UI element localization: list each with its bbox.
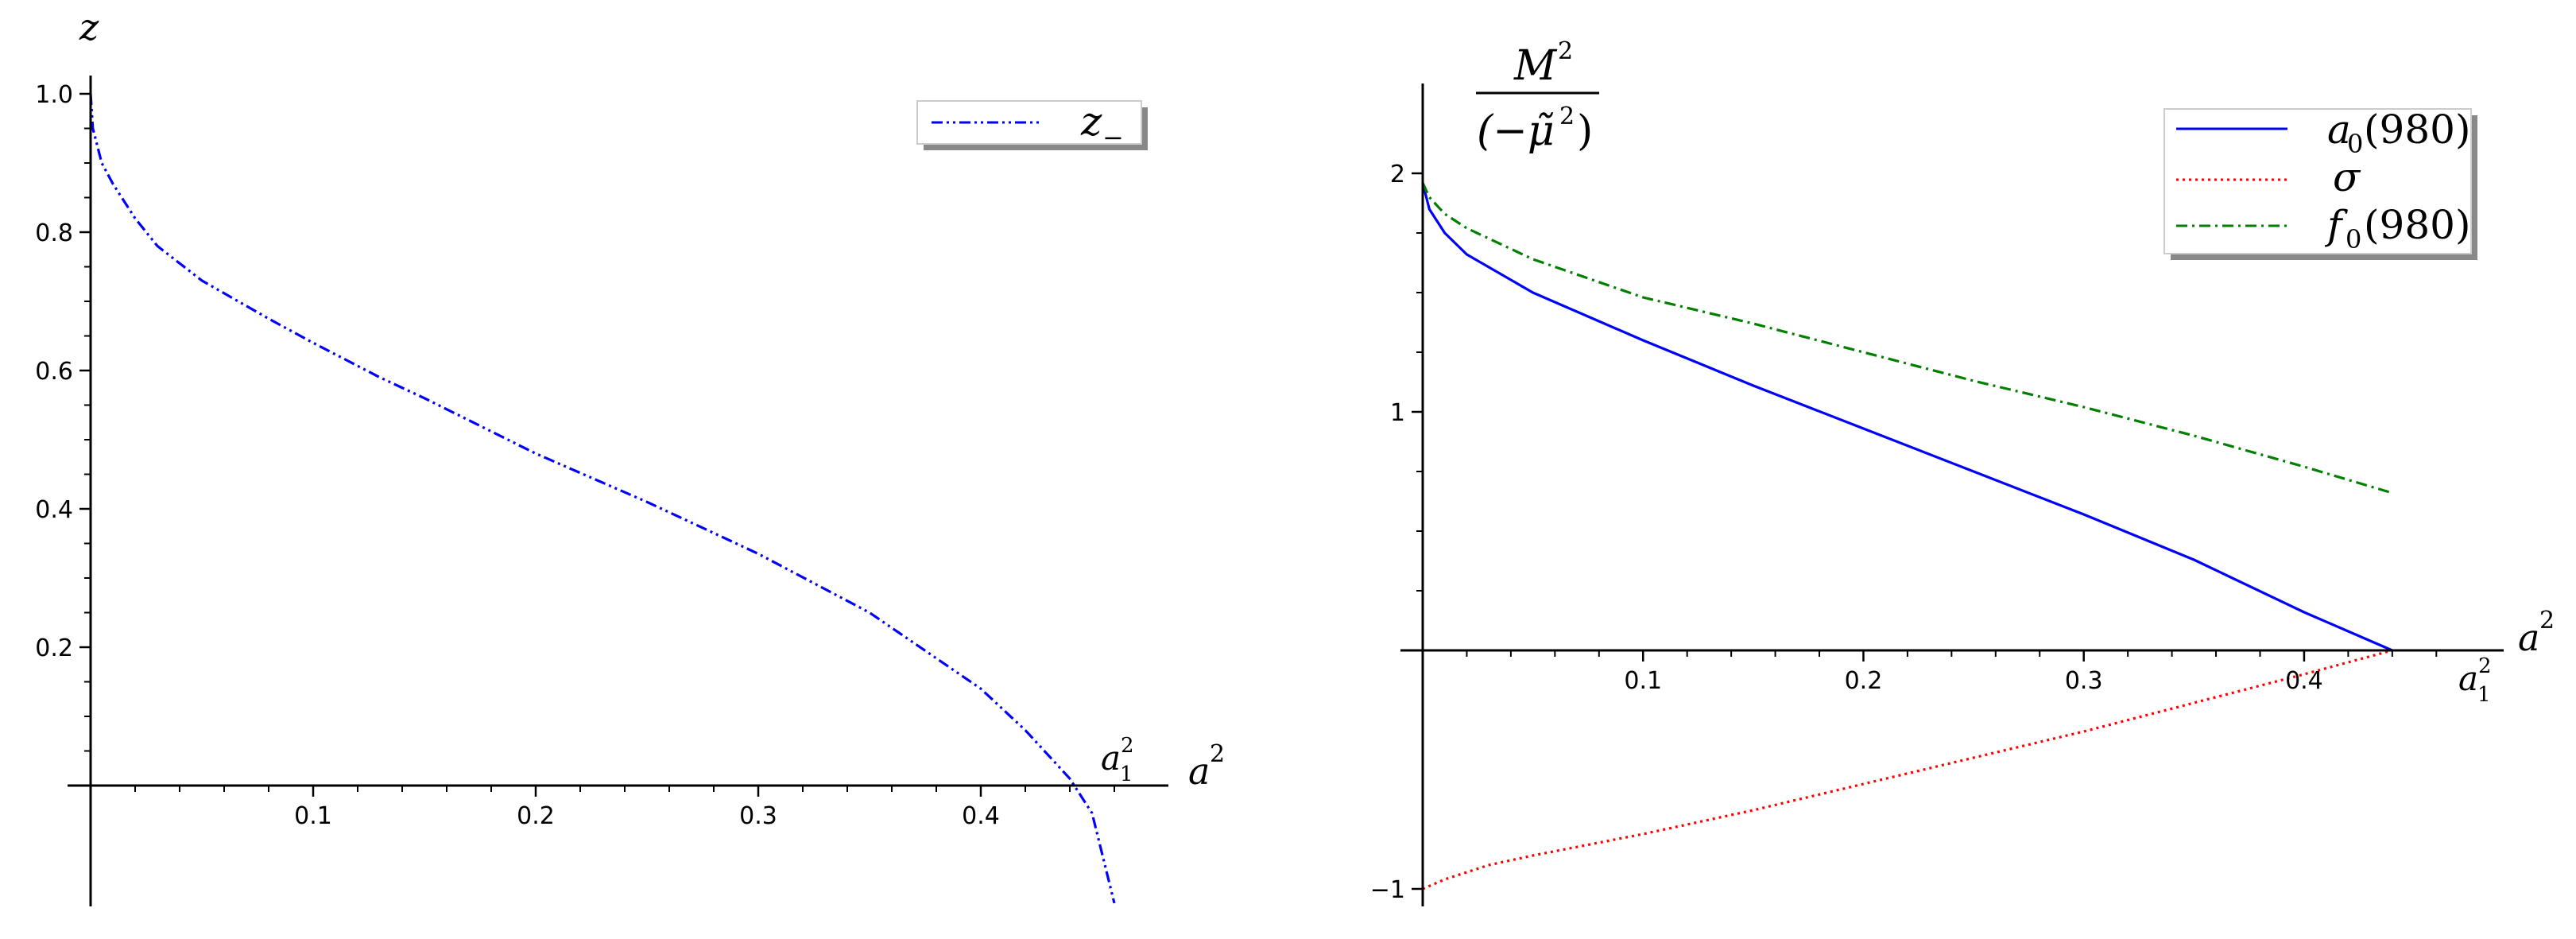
left-annotation-base: a: [1101, 739, 1121, 778]
left-legend-label-z: z: [1080, 99, 1102, 145]
x-tick-label: 0.3: [739, 802, 777, 830]
right-y-label-denominator-sup: 2: [1559, 103, 1575, 130]
x-tick-label: 0.2: [517, 802, 555, 830]
x-tick-label: 0.2: [1845, 667, 1883, 695]
right-y-label-denominator: (−μ̃: [1477, 107, 1555, 155]
y-tick-label: 0.6: [35, 358, 73, 386]
right-legend-label-a-tail: (980): [2364, 107, 2470, 153]
y-tick-label: 2: [1390, 161, 1405, 188]
right-y-label-numerator-sup: 2: [1558, 37, 1573, 65]
left-x-axis-label: a 2: [1188, 740, 1225, 793]
right-x-axis-label-sup: 2: [2539, 607, 2555, 634]
left-legend: z −: [916, 99, 1148, 153]
left-axes-layer: 0.1 0.2 0.3 0.4 0.2 0.4 0.6 0.8 1.0: [35, 76, 1168, 906]
right-annotation-sup: 2: [2478, 654, 2492, 678]
right-annotation-base: a: [2458, 659, 2478, 698]
x-tick-label: 0.1: [1624, 667, 1662, 695]
right-x-axis-label-base: a: [2518, 616, 2539, 659]
left-legend-label-sub: −: [1102, 122, 1124, 153]
right-legend-label-f-sub: 0: [2346, 224, 2361, 254]
right-annotation-a1-squared: a 1 2: [2458, 654, 2492, 707]
right-legend-label-a: a: [2327, 107, 2351, 153]
right-y-label-denominator-close: ): [1577, 107, 1593, 155]
right-x-axis-label: a 2: [2518, 607, 2555, 659]
y-tick-label: 0.4: [35, 496, 73, 524]
y-tick-label: 0.8: [35, 219, 73, 247]
series-line-z−: [89, 93, 1116, 904]
right-y-axis-label: M 2 (−μ̃ 2 ): [1476, 37, 1599, 155]
right-legend-label-a-sub: 0: [2347, 129, 2363, 159]
left-annotation-sup: 2: [1121, 734, 1134, 758]
left-annotation-sub: 1: [1120, 762, 1133, 786]
right-legend-label-f-tail: (980): [2364, 202, 2470, 248]
y-tick-label: 1.0: [35, 81, 73, 109]
right-legend: a 0 (980) σ f 0 (980): [2163, 107, 2477, 260]
right-legend-entry-a0: a 0 (980): [2327, 107, 2470, 159]
x-tick-label: 0.4: [962, 802, 1000, 830]
y-tick-label: 1: [1390, 399, 1405, 427]
left-series-layer: [89, 93, 1116, 904]
right-legend-entry-f0: f 0 (980): [2324, 202, 2470, 254]
right-y-label-numerator: M: [1513, 42, 1558, 90]
right-series-layer: [1421, 182, 2393, 890]
left-x-axis-label-sup: 2: [1210, 740, 1225, 768]
left-annotation-a1-squared: a 1 2: [1101, 734, 1134, 786]
y-tick-label: −1: [1370, 876, 1405, 904]
left-x-axis-label-base: a: [1188, 750, 1210, 793]
x-tick-label: 0.3: [2065, 667, 2103, 695]
y-tick-label: 0.2: [35, 634, 73, 662]
series-line-a0: [1421, 182, 2393, 652]
x-tick-label: 0.1: [294, 802, 332, 830]
right-axes-layer: 0.1 0.2 0.3 0.4 −1 1 2: [1370, 83, 2504, 906]
right-legend-box: [2163, 108, 2472, 254]
chart-z-minus: 0.1 0.2 0.3 0.40.20.40.60.81.0 a 2 z a 1 2 …: [35, 6, 1225, 906]
right-annotation-sub: 1: [2477, 683, 2491, 707]
x-tick-label: 0.4: [2285, 667, 2323, 695]
left-y-axis-label: z: [79, 6, 99, 49]
right-legend-label-sigma: σ: [2333, 154, 2361, 200]
series-line-sigma: [1422, 649, 2393, 890]
chart-mass-squared: 0.1 0.2 0.3 0.4−112 a 2 M 2 (−μ̃ 2 ) a 1 2 …: [1370, 37, 2555, 906]
